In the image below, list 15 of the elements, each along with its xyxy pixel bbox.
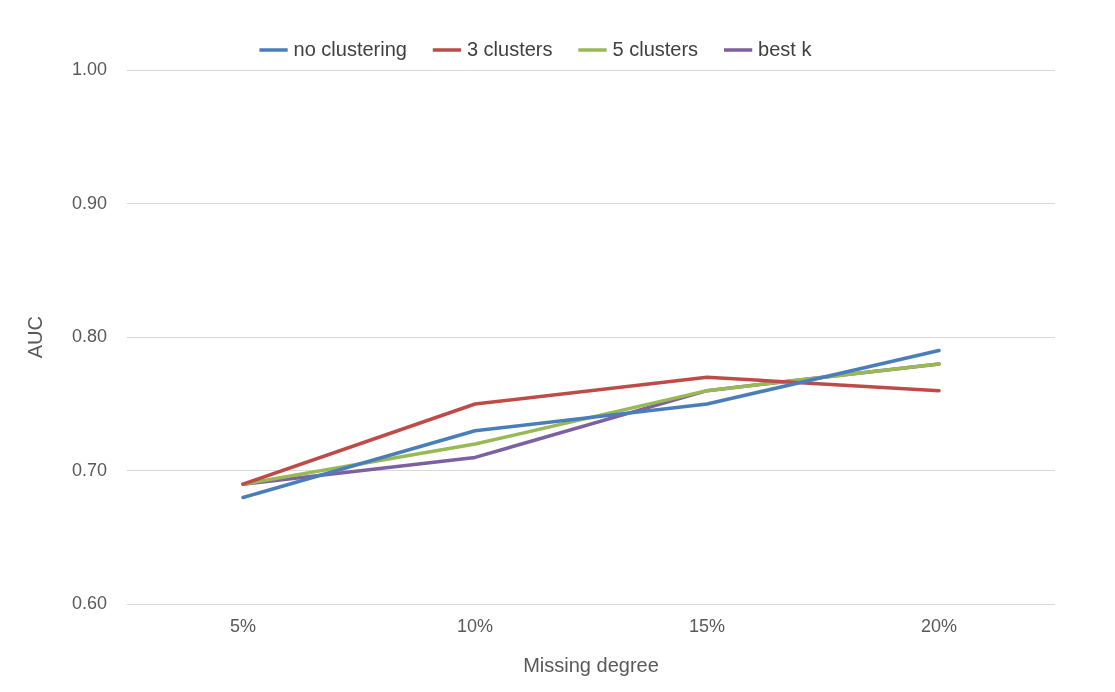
y-tick-label: 0.60 — [71, 593, 108, 614]
y-axis-title: AUC — [23, 316, 46, 359]
x-tick-label: 15% — [689, 616, 726, 637]
y-tick-label: 0.70 — [71, 459, 108, 480]
y-tick-label: 1.00 — [71, 58, 108, 79]
legend-label: best k — [758, 37, 813, 60]
x-tick-label: 5% — [230, 616, 257, 637]
x-tick-label: 20% — [920, 616, 958, 637]
y-tick-label: 0.80 — [71, 326, 108, 347]
x-axis-title: Missing degree — [523, 653, 659, 676]
legend-label: 3 clusters — [466, 37, 553, 60]
legend-label: 5 clusters — [612, 37, 699, 60]
legend-label: no clustering — [293, 37, 407, 60]
y-tick-label: 0.90 — [71, 192, 108, 213]
x-tick-label: 10% — [457, 616, 494, 637]
